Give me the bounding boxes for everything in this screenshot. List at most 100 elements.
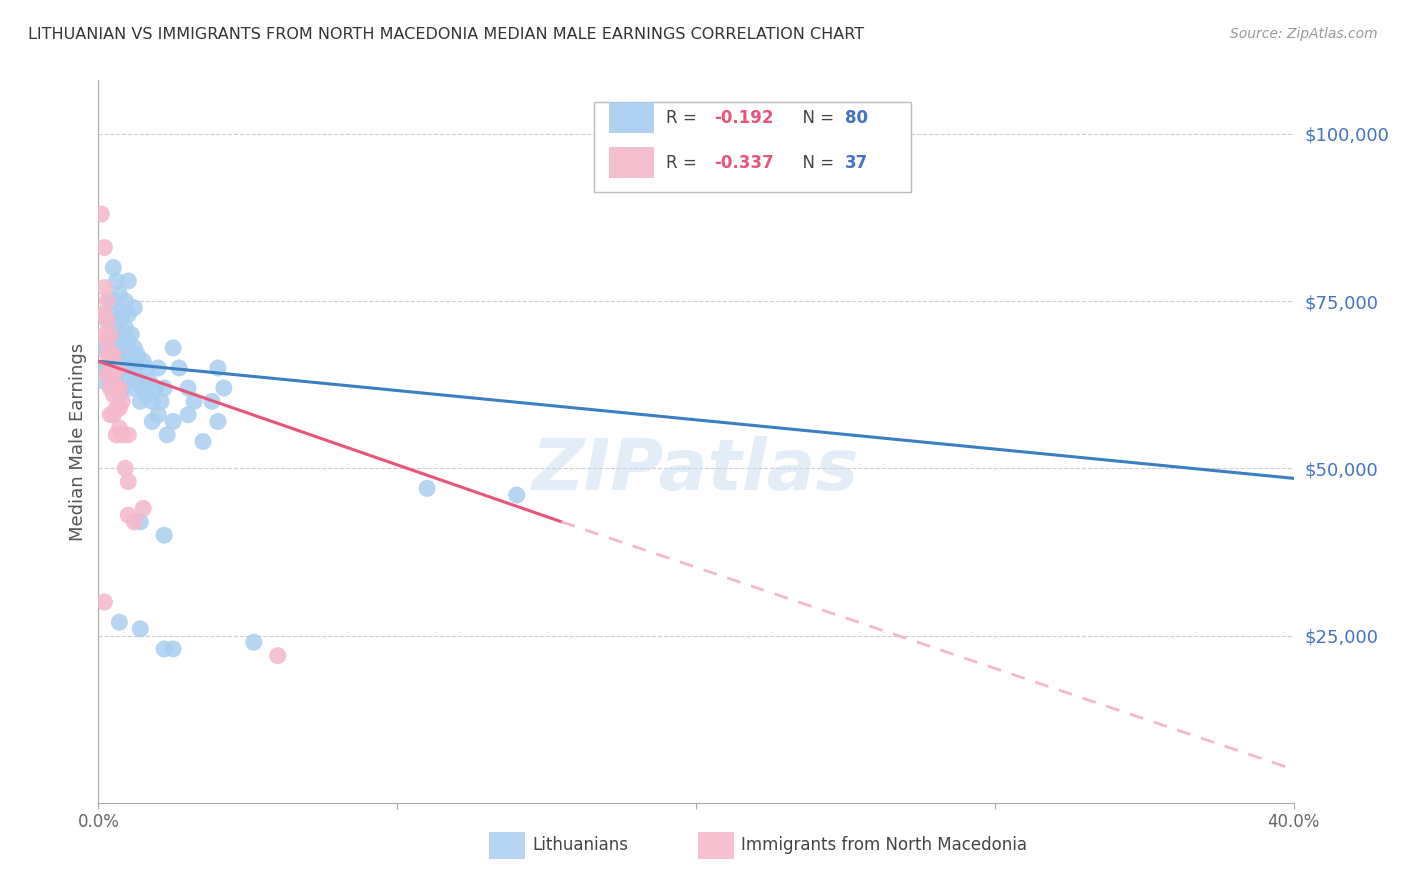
Point (129, 394, 152, 409)
Point (111, 381, 134, 395)
Point (96, 348, 118, 362)
Text: -0.337: -0.337 (714, 154, 773, 172)
Text: N =: N = (792, 109, 839, 128)
Point (111, 307, 134, 321)
Point (98, 381, 122, 395)
Text: 37: 37 (845, 154, 869, 172)
Point (243, 635, 266, 649)
Point (153, 642, 176, 657)
Point (105, 381, 128, 395)
Point (162, 642, 184, 657)
Point (93, 595, 115, 609)
Point (93, 361, 115, 376)
Point (98, 368, 122, 382)
Point (162, 341, 184, 355)
Text: N =: N = (792, 154, 839, 172)
Point (105, 375, 128, 389)
Point (177, 408, 200, 422)
Point (167, 361, 190, 376)
Point (132, 354, 155, 368)
Point (105, 401, 128, 416)
Point (103, 381, 125, 395)
Point (506, 488, 529, 502)
Point (96, 334, 118, 348)
Point (98, 293, 122, 308)
Point (135, 387, 157, 401)
FancyBboxPatch shape (609, 103, 654, 133)
Point (183, 394, 205, 409)
Point (207, 361, 229, 376)
Point (96, 314, 118, 328)
Text: Lithuanians: Lithuanians (533, 837, 628, 855)
Point (108, 287, 131, 301)
Point (141, 394, 163, 409)
Point (124, 515, 146, 529)
Point (267, 648, 290, 663)
Point (108, 381, 131, 395)
Point (201, 394, 224, 409)
Point (103, 260, 125, 275)
Point (108, 401, 131, 416)
Point (103, 408, 125, 422)
Point (148, 361, 170, 376)
Point (93, 307, 115, 321)
Point (138, 375, 160, 389)
Point (129, 622, 152, 636)
Point (212, 381, 235, 395)
Point (93, 375, 115, 389)
Point (108, 341, 131, 355)
Y-axis label: Median Male Earnings: Median Male Earnings (69, 343, 87, 541)
Point (98, 348, 122, 362)
Point (114, 320, 136, 334)
Point (150, 394, 173, 409)
Point (90, 341, 112, 355)
Point (114, 461, 136, 475)
Point (98, 408, 122, 422)
Point (141, 414, 163, 428)
Point (117, 475, 139, 489)
Text: 80: 80 (845, 109, 869, 128)
Point (143, 381, 166, 395)
Point (96, 368, 118, 382)
FancyBboxPatch shape (699, 831, 734, 859)
Point (117, 334, 139, 348)
Point (103, 293, 125, 308)
Point (98, 361, 122, 376)
Point (103, 348, 125, 362)
Point (93, 327, 115, 342)
Point (162, 414, 184, 428)
Point (153, 528, 176, 542)
Point (111, 334, 134, 348)
Text: ZIPatlas: ZIPatlas (533, 436, 859, 505)
Point (127, 375, 149, 389)
Point (103, 341, 125, 355)
Point (156, 427, 179, 442)
Point (129, 515, 152, 529)
Point (98, 327, 122, 342)
Point (103, 314, 125, 328)
Point (120, 354, 142, 368)
Point (105, 361, 128, 376)
Text: Source: ZipAtlas.com: Source: ZipAtlas.com (1230, 27, 1378, 41)
Point (108, 361, 131, 376)
Point (111, 427, 134, 442)
Point (120, 327, 142, 342)
Text: R =: R = (666, 154, 702, 172)
Point (111, 361, 134, 376)
Point (191, 434, 214, 449)
Point (96, 314, 118, 328)
Point (117, 508, 139, 523)
Point (117, 361, 139, 376)
Point (103, 368, 125, 382)
Point (132, 381, 155, 395)
Point (93, 281, 115, 295)
Point (124, 301, 146, 315)
Point (108, 314, 131, 328)
FancyBboxPatch shape (489, 831, 524, 859)
Point (90, 207, 112, 221)
Point (124, 368, 146, 382)
Point (105, 348, 128, 362)
Point (105, 301, 128, 315)
Point (96, 341, 118, 355)
Point (111, 394, 134, 409)
